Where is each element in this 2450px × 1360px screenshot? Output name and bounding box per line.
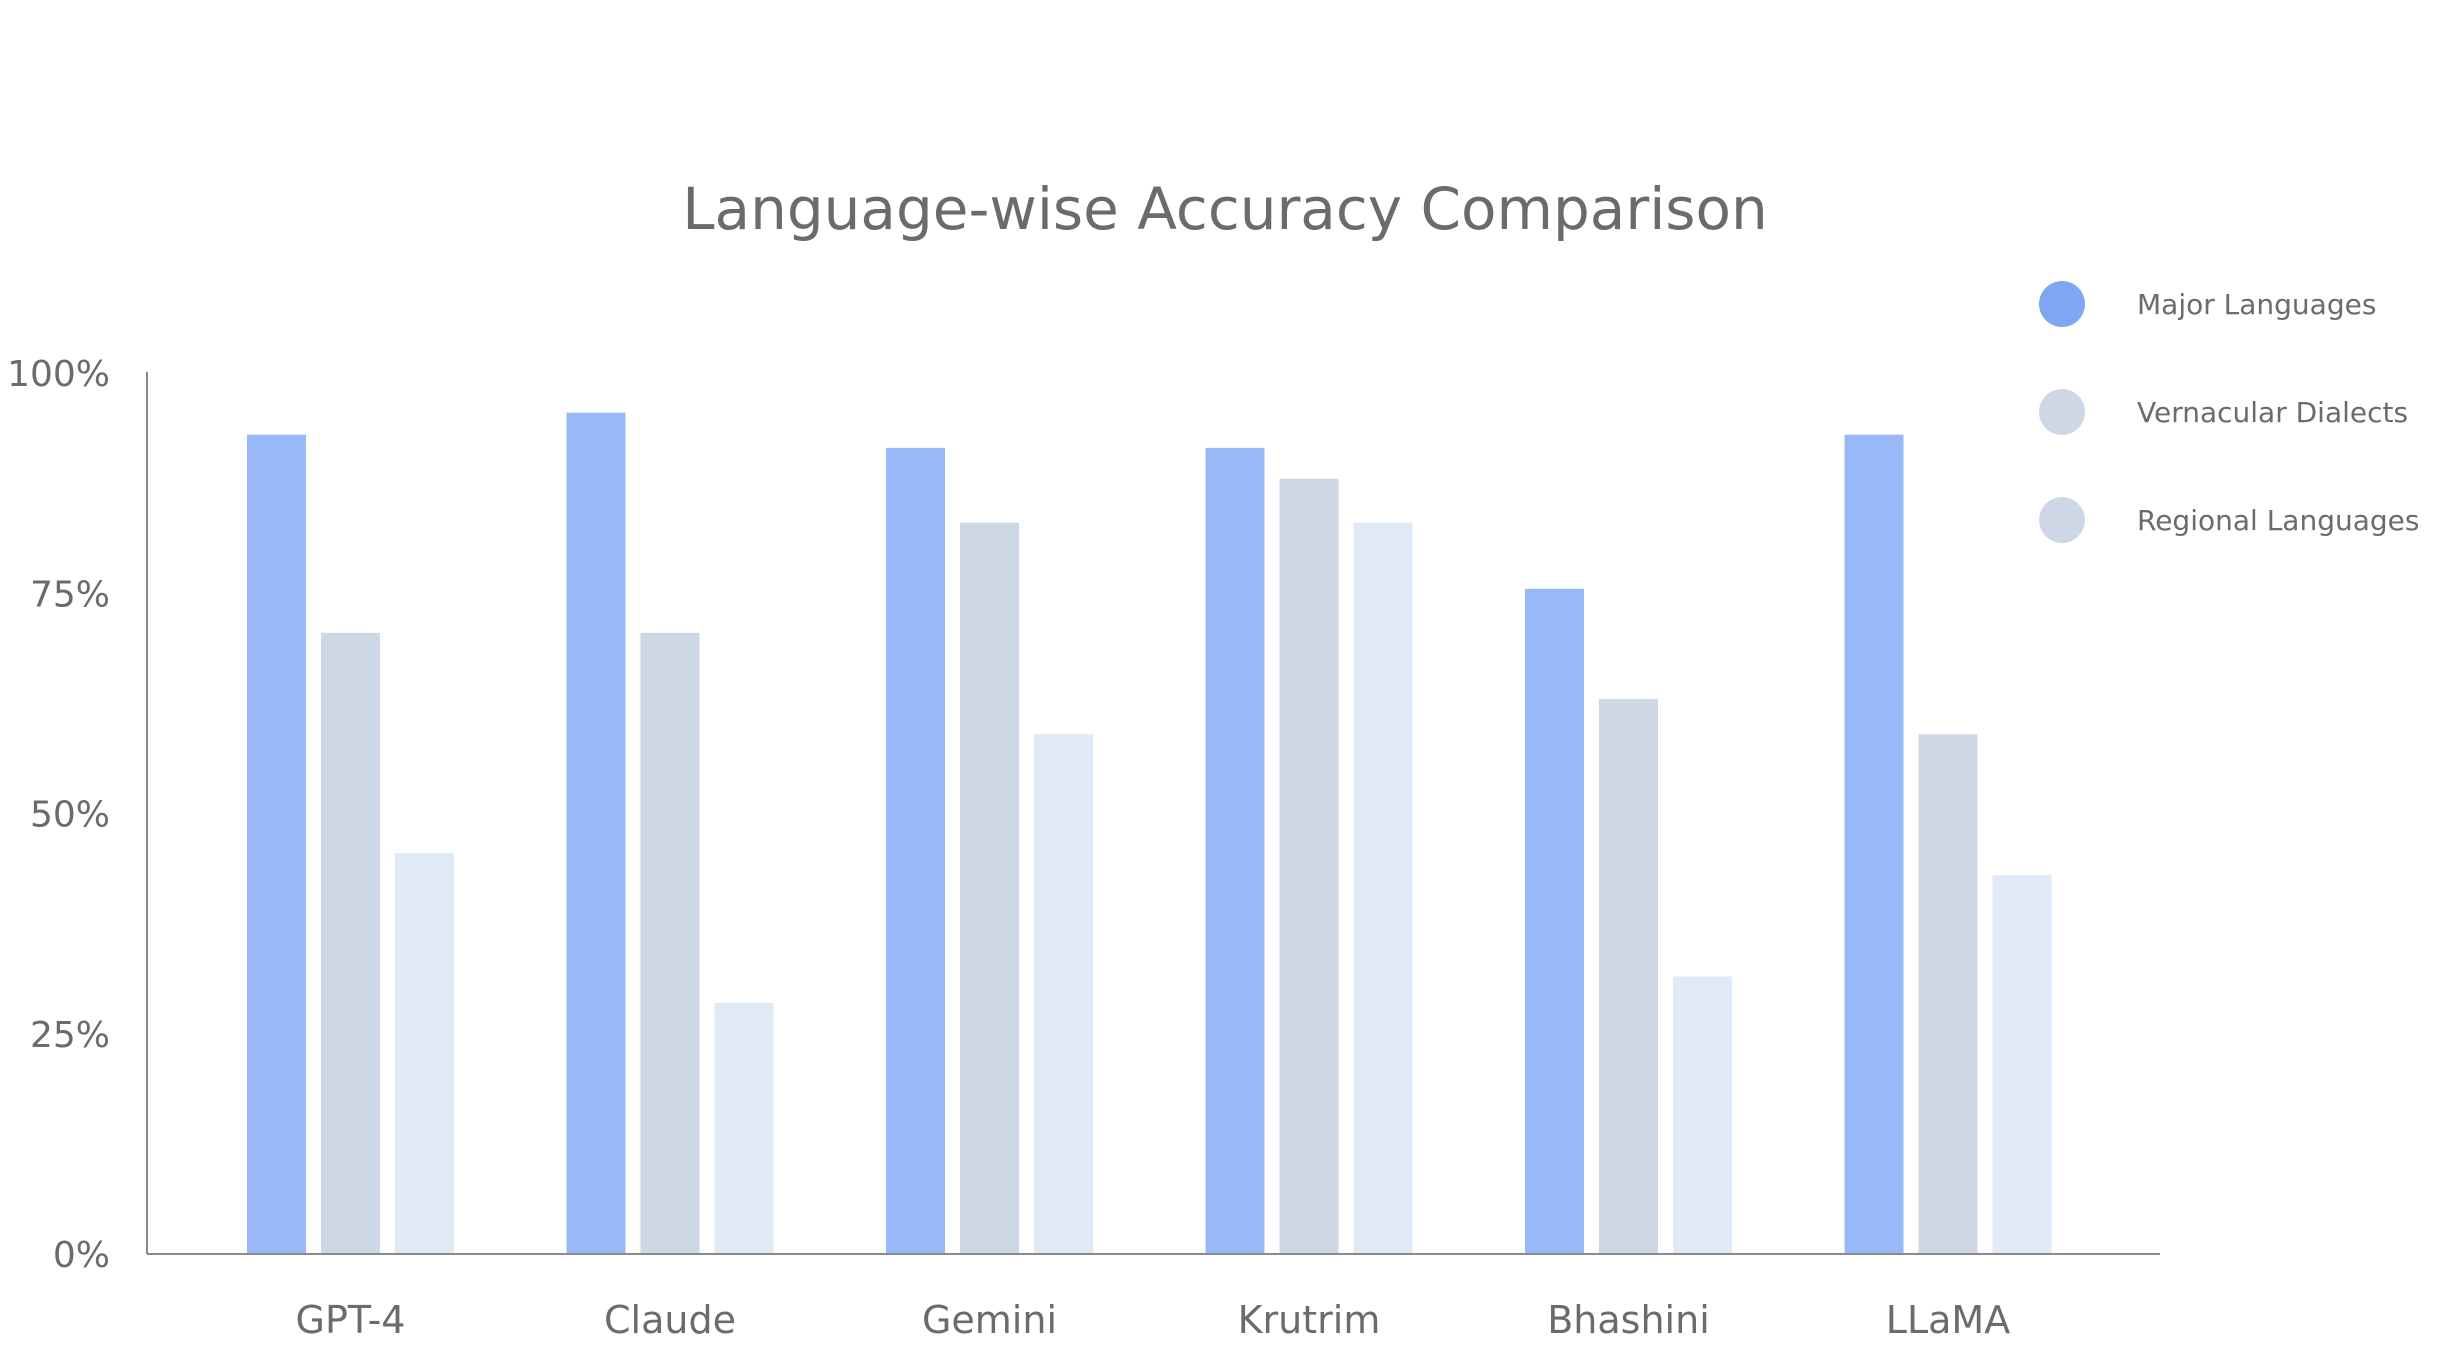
bar-claude-series-1: [566, 412, 626, 1254]
bar-gpt-4-series-3: [395, 853, 454, 1254]
bar-krutrim-series-2: [1279, 478, 1339, 1255]
legend: Major Languages Vernacular Dialects Region…: [2039, 281, 2419, 543]
bar-bhashini-series-1: [1525, 588, 1584, 1254]
bar-bhashini-series-3: [1673, 976, 1732, 1254]
bar-claude-series-3: [714, 1002, 774, 1254]
bar-gpt-4-series-2: [321, 632, 380, 1254]
bar-gemini-series-1: [886, 447, 945, 1254]
y-tick-label: 100%: [7, 354, 110, 395]
bar-gemini-series-3: [1034, 734, 1093, 1254]
x-tick-label: Claude: [604, 1298, 736, 1342]
y-axis-ticks: 0% 25% 50% 75% 100%: [7, 354, 110, 1276]
chart-title: Language-wise Accuracy Comparison: [682, 175, 1768, 243]
bar-llama-series-2: [1918, 734, 1978, 1254]
bar-krutrim-series-1: [1205, 447, 1265, 1254]
bar-llama-series-3: [1992, 875, 2052, 1254]
x-axis-labels: GPT-4 Claude Gemini Krutrim Bhashini LLaMA: [296, 1298, 2011, 1342]
bar-gpt-4-series-1: [247, 434, 306, 1254]
bar-gemini-series-2: [960, 522, 1019, 1254]
x-tick-label: Gemini: [922, 1298, 1057, 1342]
x-tick-label: GPT-4: [296, 1298, 406, 1342]
x-tick-label: Bhashini: [1547, 1298, 1710, 1342]
bar-llama-series-1: [1844, 434, 1904, 1254]
x-tick-label: Krutrim: [1238, 1298, 1381, 1342]
legend-swatch: [2039, 497, 2085, 543]
legend-label: Major Languages: [2137, 288, 2376, 321]
bars-group: [247, 412, 2052, 1255]
legend-label: Regional Languages: [2137, 504, 2419, 537]
legend-swatch: [2039, 389, 2085, 435]
y-tick-label: 25%: [30, 1015, 110, 1056]
y-tick-label: 75%: [30, 574, 110, 615]
y-tick-label: 0%: [53, 1235, 110, 1276]
y-tick-label: 50%: [30, 795, 110, 836]
legend-swatch: [2039, 281, 2085, 327]
axes-group: [146, 372, 2160, 1255]
bar-bhashini-series-2: [1599, 698, 1658, 1254]
bar-krutrim-series-3: [1353, 522, 1413, 1254]
bar-claude-series-2: [640, 632, 700, 1254]
legend-label: Vernacular Dialects: [2137, 396, 2408, 429]
x-tick-label: LLaMA: [1886, 1298, 2010, 1342]
